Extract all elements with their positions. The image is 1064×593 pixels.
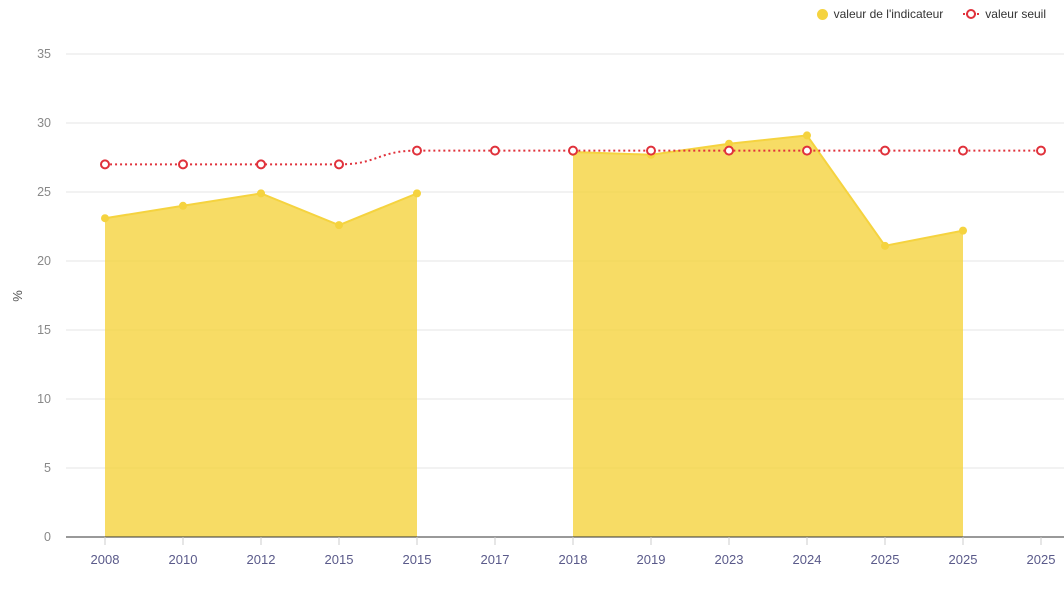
x-tick-label: 2015 xyxy=(325,552,354,567)
legend-indicator-label: valeur de l'indicateur xyxy=(833,7,944,21)
threshold-point xyxy=(256,159,266,170)
threshold-point xyxy=(1036,145,1046,156)
indicator-area-series xyxy=(101,131,967,538)
x-axis-ticks: 2008 2010 2012 2015 2015 2017 2018 2019 2023 2024… xyxy=(91,537,1056,567)
y-tick-label: 0 xyxy=(44,530,51,544)
indicator-area-fill xyxy=(573,135,963,538)
indicator-point xyxy=(725,139,733,148)
x-tick-label: 2025 xyxy=(949,552,978,567)
x-tick-label: 2024 xyxy=(793,552,822,567)
threshold-point xyxy=(646,145,656,156)
legend-threshold-swatch-icon xyxy=(963,8,980,20)
indicator-point xyxy=(335,221,343,230)
legend: valeur de l'indicateur valeur seuil xyxy=(816,7,1046,21)
y-axis-ticks: 0 5 10 15 20 25 30 35 xyxy=(37,47,51,544)
indicator-area-fill xyxy=(105,193,417,537)
x-tick-label: 2018 xyxy=(559,552,588,567)
y-tick-label: 25 xyxy=(37,185,51,199)
x-tick-label: 2025 xyxy=(871,552,900,567)
indicator-point xyxy=(959,226,967,235)
threshold-point xyxy=(412,145,422,156)
x-tick-label: 2023 xyxy=(715,552,744,567)
threshold-line-series xyxy=(100,145,1046,170)
indicator-line xyxy=(572,134,964,247)
indicator-point xyxy=(881,241,889,250)
threshold-point xyxy=(568,145,578,156)
indicator-point xyxy=(257,189,265,198)
indicator-point xyxy=(179,201,187,210)
threshold-point xyxy=(958,145,968,156)
threshold-point xyxy=(802,145,812,156)
indicator-point xyxy=(101,214,109,223)
legend-indicator-swatch-icon xyxy=(816,8,828,20)
x-tick-label: 2008 xyxy=(91,552,120,567)
legend-item-threshold[interactable]: valeur seuil xyxy=(963,7,1046,21)
legend-item-indicator[interactable]: valeur de l'indicateur xyxy=(816,7,944,21)
indicator-point xyxy=(413,189,421,198)
y-axis-label: % xyxy=(10,290,25,302)
x-tick-label: 2019 xyxy=(637,552,666,567)
indicator-point xyxy=(803,131,811,140)
y-tick-label: 35 xyxy=(37,47,51,61)
threshold-point xyxy=(334,159,344,170)
y-tick-label: 30 xyxy=(37,116,51,130)
y-tick-label: 10 xyxy=(37,392,51,406)
x-tick-label: 2025 xyxy=(1027,552,1056,567)
x-tick-label: 2012 xyxy=(247,552,276,567)
legend-threshold-label: valeur seuil xyxy=(985,7,1046,21)
threshold-point xyxy=(100,159,110,170)
threshold-point xyxy=(880,145,890,156)
x-tick-label: 2015 xyxy=(403,552,432,567)
y-tick-label: 5 xyxy=(44,461,51,475)
y-tick-label: 15 xyxy=(37,323,51,337)
threshold-point xyxy=(178,159,188,170)
y-tick-label: 20 xyxy=(37,254,51,268)
x-tick-label: 2017 xyxy=(481,552,510,567)
x-tick-label: 2010 xyxy=(169,552,198,567)
threshold-point xyxy=(490,145,500,156)
threshold-point xyxy=(724,145,734,156)
